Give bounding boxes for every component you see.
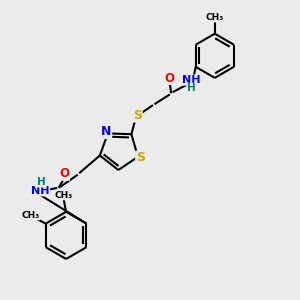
Text: S: S	[136, 151, 145, 164]
Text: S: S	[133, 109, 142, 122]
Text: N: N	[101, 125, 112, 138]
Text: CH₃: CH₃	[206, 13, 224, 22]
Text: H: H	[38, 177, 46, 187]
Text: CH₃: CH₃	[54, 191, 72, 200]
Text: H: H	[188, 83, 196, 93]
Text: O: O	[59, 167, 70, 180]
Text: NH: NH	[31, 186, 50, 196]
Text: NH: NH	[182, 75, 200, 85]
Text: O: O	[165, 71, 175, 85]
Text: CH₃: CH₃	[21, 211, 40, 220]
